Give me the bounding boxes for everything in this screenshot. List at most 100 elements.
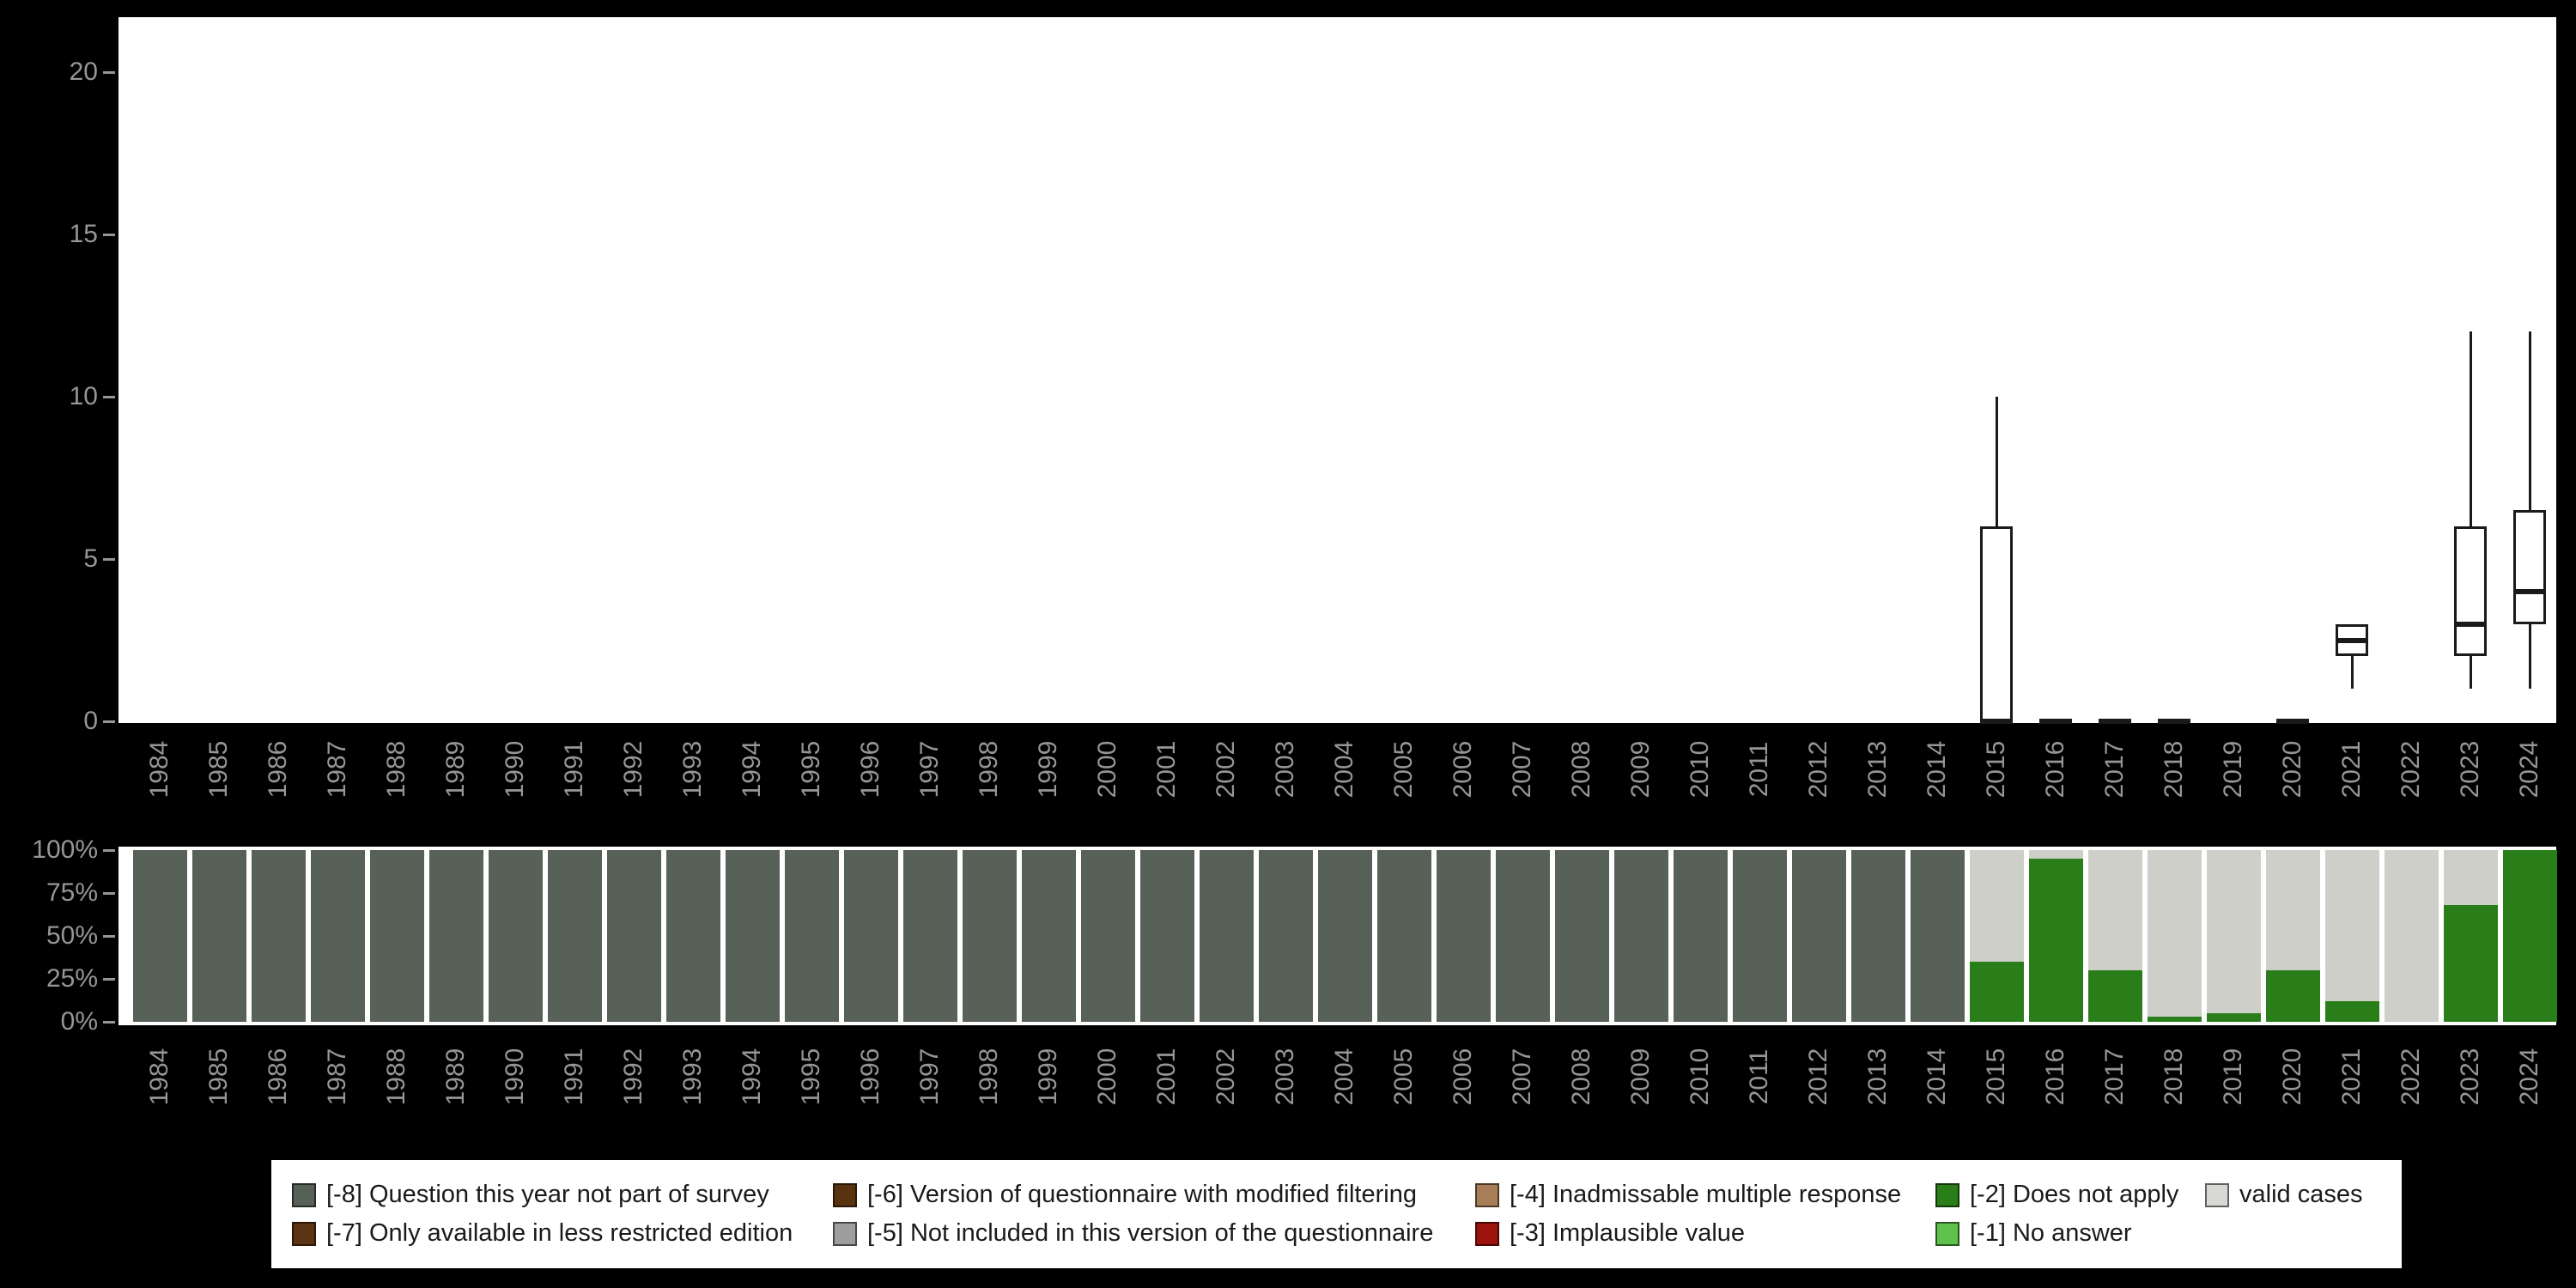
x-tick-label: 1998 bbox=[975, 1048, 1003, 1106]
legend-item: [-6] Version of questionnaire with modif… bbox=[833, 1181, 1475, 1209]
x-tick-label: 1994 bbox=[738, 740, 766, 799]
bar-segment bbox=[1436, 850, 1491, 1022]
legend-label: valid cases bbox=[2239, 1181, 2363, 1208]
legend-item: [-8] Question this year not part of surv… bbox=[292, 1181, 833, 1209]
x-tick-label: 2024 bbox=[2515, 1048, 2543, 1106]
x-tick-label: 1993 bbox=[678, 740, 707, 799]
y-tick-mark bbox=[103, 395, 115, 398]
bar-segment bbox=[843, 850, 898, 1022]
x-tick-label: 1992 bbox=[619, 740, 647, 799]
x-tick-label: 2019 bbox=[2219, 1048, 2247, 1106]
x-tick-label: 2008 bbox=[1567, 1048, 1595, 1106]
legend-swatch--2 bbox=[1935, 1182, 1959, 1207]
x-tick-label: 2001 bbox=[1152, 1048, 1181, 1106]
box-median bbox=[1980, 719, 2013, 724]
x-tick-label: 1990 bbox=[501, 740, 529, 799]
x-tick-label: 1987 bbox=[323, 740, 351, 799]
bar-segment bbox=[1969, 850, 2024, 962]
box-median bbox=[2276, 719, 2309, 724]
x-tick-label: 1998 bbox=[975, 740, 1003, 799]
y-tick-label: 25% bbox=[46, 964, 98, 993]
x-tick-label: 2023 bbox=[2456, 740, 2484, 799]
legend-item: [-7] Only available in less restricted e… bbox=[292, 1219, 833, 1248]
y-tick-label: 50% bbox=[46, 921, 98, 950]
bar-segment bbox=[547, 850, 602, 1022]
box-iqr bbox=[2513, 510, 2546, 624]
legend-label: [-7] Only available in less restricted e… bbox=[326, 1219, 793, 1247]
x-tick-label: 2009 bbox=[1626, 740, 1655, 799]
bar-segment bbox=[428, 850, 483, 1022]
bar-segment bbox=[2087, 970, 2142, 1022]
y-tick-mark bbox=[103, 70, 115, 74]
y-tick-mark bbox=[103, 557, 115, 561]
x-tick-label: 1989 bbox=[441, 1048, 470, 1106]
bar-segment bbox=[2265, 850, 2320, 970]
bar-segment bbox=[191, 850, 246, 1022]
x-tick-label: 2021 bbox=[2337, 740, 2366, 799]
legend-swatch--4 bbox=[1475, 1182, 1499, 1207]
x-tick-label: 2005 bbox=[1389, 740, 1418, 799]
x-tick-label: 2024 bbox=[2515, 740, 2543, 799]
x-tick-label: 1991 bbox=[560, 1048, 588, 1106]
x-tick-label: 2013 bbox=[1863, 1048, 1892, 1106]
x-tick-label: 1986 bbox=[264, 740, 292, 799]
legend: [-8] Question this year not part of surv… bbox=[271, 1160, 2402, 1268]
bar-segment bbox=[962, 850, 1017, 1022]
x-tick-label: 1986 bbox=[264, 1048, 292, 1106]
legend-swatch--1 bbox=[1935, 1221, 1959, 1246]
x-tick-label: 1997 bbox=[915, 740, 944, 799]
box-median bbox=[2336, 637, 2368, 643]
legend-item: [-3] Implausible value bbox=[1475, 1219, 1935, 1248]
legend-item: [-5] Not included in this version of the… bbox=[833, 1219, 1475, 1248]
y-tick-label: 10 bbox=[69, 382, 98, 410]
y-tick-label: 100% bbox=[32, 835, 98, 864]
bar-segment bbox=[369, 850, 424, 1022]
bar-segment bbox=[1258, 850, 1313, 1022]
x-tick-label: 1990 bbox=[501, 1048, 529, 1106]
box-iqr bbox=[1980, 526, 2013, 721]
x-tick-label: 2022 bbox=[2397, 1048, 2425, 1106]
x-tick-label: 2006 bbox=[1449, 740, 1477, 799]
legend-swatch--5 bbox=[833, 1221, 857, 1246]
bar-segment bbox=[488, 850, 543, 1022]
box-median bbox=[2513, 588, 2546, 594]
bar-segment bbox=[2028, 859, 2083, 1022]
box-median bbox=[2454, 621, 2487, 627]
bar-segment bbox=[902, 850, 957, 1022]
legend-swatch--8 bbox=[292, 1182, 316, 1207]
y-tick-mark bbox=[103, 1020, 115, 1024]
x-tick-label: 2003 bbox=[1271, 1048, 1299, 1106]
bar-segment bbox=[1139, 850, 1194, 1022]
y-tick-label: 15 bbox=[69, 220, 98, 248]
x-tick-label: 1994 bbox=[738, 1048, 766, 1106]
bar-segment bbox=[2206, 850, 2261, 1013]
x-tick-label: 2018 bbox=[2160, 740, 2188, 799]
x-tick-label: 2011 bbox=[1745, 1048, 1773, 1105]
x-tick-label: 2002 bbox=[1212, 1048, 1240, 1106]
box-median bbox=[2158, 719, 2190, 724]
y-tick-label: 20 bbox=[69, 58, 98, 86]
box-whisker bbox=[2350, 623, 2354, 690]
x-tick-label: 1999 bbox=[1034, 1048, 1062, 1106]
legend-label: [-6] Version of questionnaire with modif… bbox=[867, 1181, 1417, 1208]
legend-label: [-2] Does not apply bbox=[1970, 1181, 2179, 1208]
x-tick-label: 1984 bbox=[145, 740, 173, 799]
bar-segment bbox=[606, 850, 661, 1022]
x-tick-label: 2007 bbox=[1508, 1048, 1536, 1106]
y-tick-label: 0 bbox=[83, 707, 98, 735]
x-tick-label: 2007 bbox=[1508, 740, 1536, 799]
x-tick-label: 1991 bbox=[560, 740, 588, 799]
x-tick-label: 1999 bbox=[1034, 740, 1062, 799]
x-tick-label: 1993 bbox=[678, 1048, 707, 1106]
bar-segment bbox=[1910, 850, 1965, 1022]
x-tick-label: 1987 bbox=[323, 1048, 351, 1106]
bar-segment bbox=[1317, 850, 1372, 1022]
x-tick-label: 2016 bbox=[2041, 1048, 2069, 1106]
legend-item: valid cases bbox=[2205, 1181, 2381, 1209]
bar-segment bbox=[665, 850, 720, 1022]
x-tick-label: 2020 bbox=[2278, 740, 2306, 799]
boxplot-panel bbox=[118, 17, 2556, 724]
bar-segment bbox=[2443, 905, 2498, 1022]
legend-item: [-4] Inadmissable multiple response bbox=[1475, 1181, 1935, 1209]
y-tick-label: 5 bbox=[83, 544, 98, 573]
